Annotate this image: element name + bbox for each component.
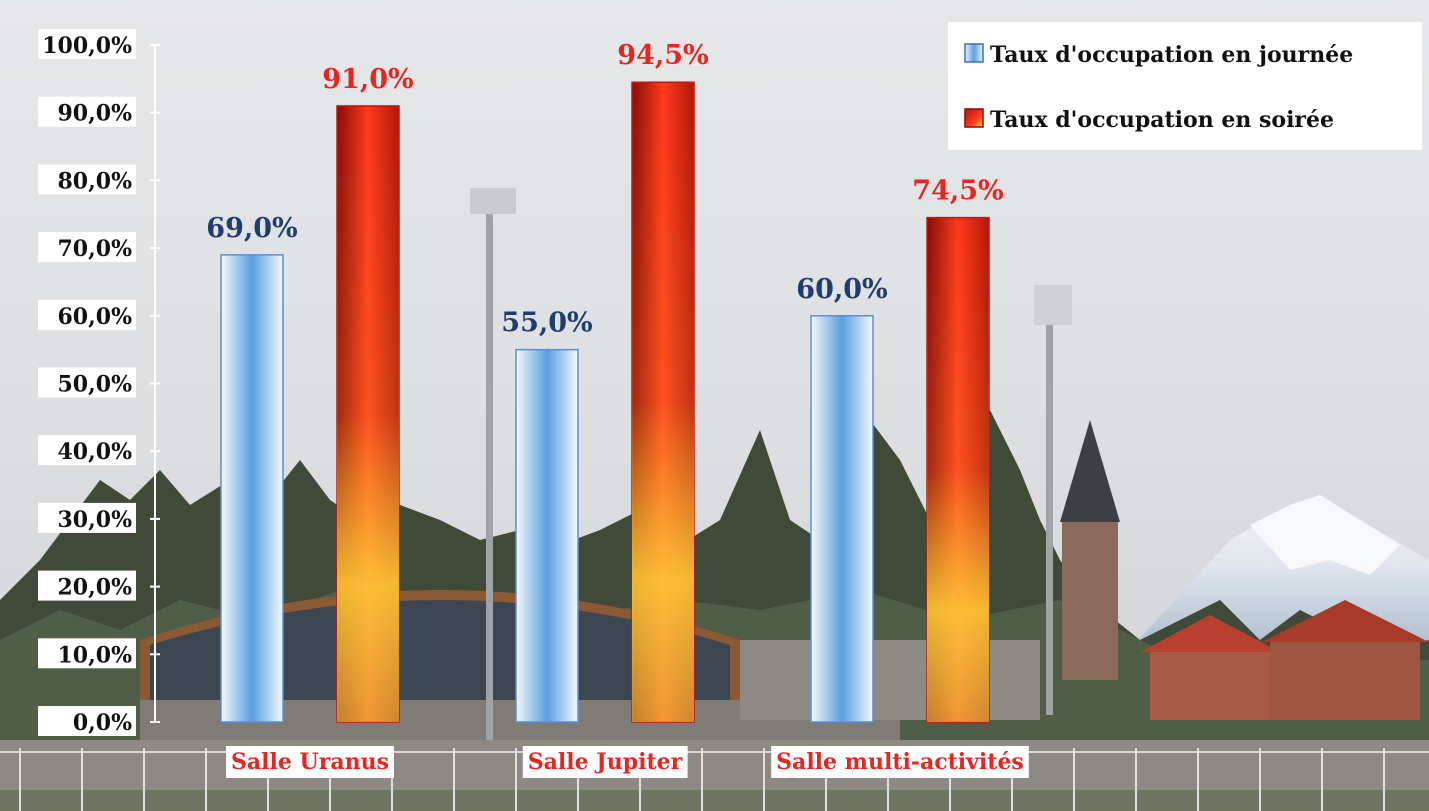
category-label-0: Salle Uranus (231, 749, 389, 775)
y-tick-background (38, 638, 136, 669)
category-label-2: Salle multi-activités (776, 749, 1024, 775)
legend: Taux d'occupation en journée Taux d'occu… (948, 22, 1422, 150)
bar-day-2 (810, 315, 874, 723)
y-tick-background (38, 367, 136, 398)
category-label-background (522, 746, 688, 778)
y-tick-background (38, 502, 136, 533)
data-label-day-2: 60,0% (796, 274, 887, 305)
legend-swatch-day (964, 43, 984, 63)
data-label-day-1: 55,0% (501, 308, 592, 339)
data-labels: 69,0% 91,0% 55,0% 94,5% 60,0% 74,5% (206, 40, 1003, 338)
y-tick-label: 90,0% (58, 101, 133, 127)
legend-label-evening: Taux d'occupation en soirée (990, 107, 1334, 133)
y-tick-background (38, 706, 136, 736)
y-axis-ticks: 0,0% 10,0% 20,0% 30,0% 40,0% 50,0% 60,0% 70,0% 8… (38, 29, 160, 736)
y-tick-label: 80,0% (58, 168, 133, 194)
y-tick-label: 30,0% (58, 507, 133, 533)
category-labels: Salle Uranus Salle Jupiter Salle multi-act… (226, 746, 1029, 778)
category-label-1: Salle Jupiter (528, 749, 683, 775)
data-label-evening-2: 74,5% (912, 176, 1003, 207)
y-tick-label: 0,0% (73, 710, 132, 736)
y-tick-label: 100,0% (42, 33, 132, 59)
y-tick-label: 70,0% (58, 236, 133, 262)
bar-evening-glow-1 (632, 82, 694, 723)
y-tick-label: 50,0% (58, 372, 133, 398)
y-tick-label: 40,0% (58, 439, 133, 465)
y-tick-background (38, 435, 136, 466)
y-tick-background (38, 29, 136, 59)
legend-background (948, 22, 1422, 150)
bar-evening-glow-2 (927, 217, 989, 722)
legend-swatch-evening (964, 108, 984, 128)
y-tick-background (38, 299, 136, 330)
y-tick-background (38, 164, 136, 195)
bar-evening-glow-0 (337, 105, 399, 723)
category-label-background (771, 746, 1029, 778)
legend-label-day: Taux d'occupation en journée (990, 42, 1353, 68)
data-label-evening-1: 94,5% (617, 40, 708, 71)
bars (220, 81, 990, 723)
data-label-day-0: 69,0% (206, 213, 297, 244)
y-tick-background (38, 570, 136, 601)
category-label-background (226, 746, 394, 778)
bar-day-0 (220, 254, 284, 723)
y-tick-background (38, 232, 136, 263)
y-tick-background (38, 96, 136, 127)
y-tick-label: 10,0% (58, 642, 133, 668)
data-label-evening-0: 91,0% (322, 64, 413, 95)
y-tick-label: 60,0% (58, 304, 133, 330)
y-tick-label: 20,0% (58, 575, 133, 601)
bar-day-1 (515, 348, 579, 723)
